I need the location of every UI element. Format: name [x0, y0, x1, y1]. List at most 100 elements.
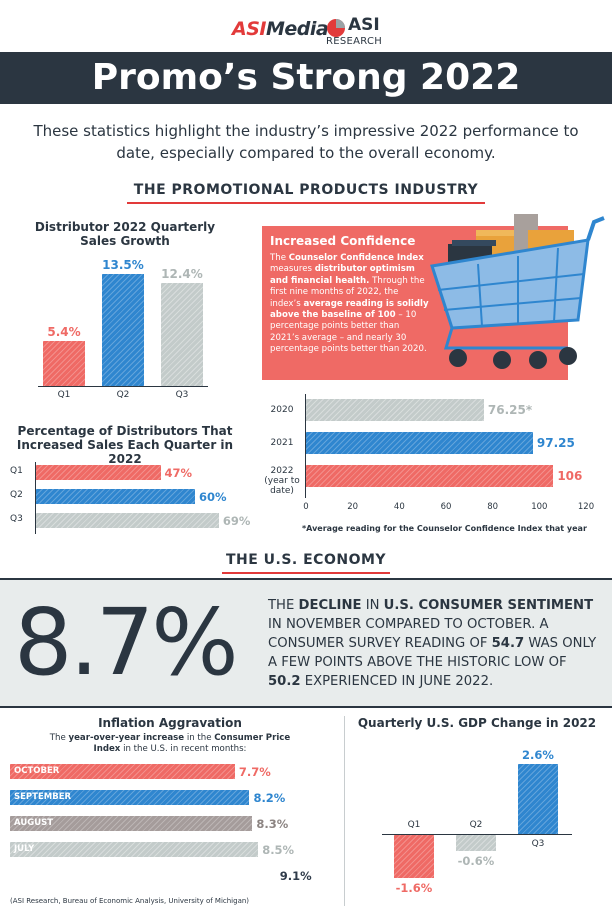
gdp-category: Q1	[407, 820, 421, 830]
distributors-value: 69%	[222, 514, 251, 528]
big-stat: 8.7%	[14, 589, 239, 696]
inflation-subtitle: The year-over-year increase in the Consu…	[40, 733, 300, 755]
sales-growth-value: 12.4%	[161, 267, 203, 282]
sales-growth-baseline	[38, 386, 208, 387]
gdp-title: Quarterly U.S. GDP Change in 2022	[357, 716, 597, 730]
confidence-tick-label: 40	[393, 502, 405, 512]
source-note: (ASI Research, Bureau of Economic Analys…	[10, 897, 250, 905]
confidence-category: 2020	[270, 405, 294, 415]
confidence-text-7: – 10 percentage points better than 2021’…	[270, 310, 427, 355]
confidence-value: 76.25*	[487, 403, 533, 417]
inflation-value: 9.1%	[279, 869, 312, 883]
inflation-sub-2: year-over-year increase	[68, 733, 185, 743]
distributors-increase-chart: Percentage of Distributors That Increase…	[10, 424, 250, 534]
sales-growth-plot: 5.4% Q1 13.5% Q2 12.4% Q3	[30, 256, 220, 406]
inflation-sub-3: in the	[184, 733, 215, 743]
confidence-title: Increased Confidence	[270, 234, 416, 248]
distributors-bar	[36, 465, 161, 480]
research-logo-mark	[327, 19, 345, 37]
statement-7: WAS ONLY A FEW POINTS ABOVE THE HISTORIC…	[268, 636, 597, 670]
sales-growth-bar	[161, 283, 203, 386]
gdp-category: Q3	[531, 839, 545, 849]
inflation-title: Inflation Aggravation	[98, 716, 242, 730]
economy-divider	[344, 716, 345, 906]
distributors-bar	[36, 513, 219, 528]
economy-section-title: THE U.S. ECONOMY	[0, 552, 612, 574]
distributors-increase-title: Percentage of Distributors That Increase…	[16, 424, 234, 466]
gdp-value: 2.6%	[522, 747, 554, 762]
inflation-bar	[10, 764, 235, 779]
sales-growth-chart: Distributor 2022 Quarterly Sales Growth …	[30, 220, 220, 410]
economy-statement: THE DECLINE IN U.S. CONSUMER SENTIMENT I…	[268, 596, 598, 691]
inflation-sub-5: in the U.S. in recent months:	[120, 744, 247, 754]
confidence-bar	[306, 399, 484, 421]
sales-growth-category: Q2	[116, 390, 130, 400]
inflation-value: 8.3%	[256, 817, 289, 831]
inflation-category: JUNE	[14, 870, 37, 880]
confidence-text-6: average reading is solidly above the bas…	[270, 298, 429, 321]
confidence-value: 106	[557, 469, 583, 483]
confidence-tick-label: 60	[440, 502, 452, 512]
statement-2: DECLINE	[298, 598, 362, 613]
confidence-text-3: measures	[270, 264, 315, 275]
economy-title-underline	[222, 572, 390, 574]
asi-media-logo: ASIMedia	[232, 18, 329, 40]
title-banner: Promo’s Strong 2022	[0, 52, 612, 104]
sales-growth-category: Q1	[57, 390, 71, 400]
economy-stat-panel: 8.7% THE DECLINE IN U.S. CONSUMER SENTIM…	[0, 578, 612, 708]
gdp-plot: -1.6% Q1 -0.6% Q2 2.6% Q3	[352, 744, 602, 904]
gdp-bar	[456, 835, 496, 852]
gdp-chart: Quarterly U.S. GDP Change in 2022 -1.6% Q…	[352, 714, 602, 904]
sales-growth-title: Distributor 2022 Quarterly Sales Growth	[34, 220, 216, 248]
inflation-sub-1: The	[49, 733, 69, 743]
distributors-value: 47%	[164, 466, 193, 480]
distributors-bar	[36, 489, 195, 504]
inflation-value: 8.5%	[262, 843, 295, 857]
gdp-value: -1.6%	[395, 881, 433, 896]
confidence-tick-label: 80	[487, 502, 499, 512]
inflation-sub-4: Consumer Price Index	[93, 733, 291, 754]
logo-bar: ASIMedia ASI RESEARCH	[0, 14, 612, 50]
confidence-tick-label: 20	[347, 502, 359, 512]
asi-research-logo: ASI RESEARCH	[326, 14, 386, 50]
sales-growth-bar	[102, 274, 144, 386]
sales-growth-value: 5.4%	[47, 325, 81, 340]
gdp-category: Q2	[469, 820, 483, 830]
confidence-tick-label: 120	[577, 502, 595, 512]
gdp-bar	[518, 763, 558, 834]
intro-text: These statistics highlight the industry’…	[33, 122, 579, 162]
inflation-chart: Inflation Aggravation The year-over-year…	[0, 714, 340, 914]
confidence-footnote: *Average reading for the Counselor Confi…	[302, 524, 587, 533]
inflation-category: AUGUST	[14, 818, 54, 828]
confidence-bar	[306, 432, 533, 454]
gdp-value: -0.6%	[457, 854, 495, 869]
industry-title-underline	[127, 202, 485, 204]
inflation-value: 7.7%	[238, 765, 271, 779]
confidence-tick-label: 0	[303, 502, 309, 512]
confidence-text-4: distributor optimism and financial healt…	[270, 264, 415, 286]
distributors-value: 60%	[199, 490, 227, 504]
sales-growth-category: Q3	[175, 390, 189, 400]
inflation-plot: OCTOBER 7.7% SEPTEMBER 8.2% AUGUST 8.3% JULY 8.…	[10, 764, 340, 892]
distributors-category: Q1	[10, 466, 23, 476]
confidence-text-2: Counselor Confidence Index	[288, 253, 424, 263]
statement-9: EXPERIENCED IN JUNE 2022.	[300, 674, 494, 689]
inflation-bar	[10, 816, 253, 831]
research-logo-top: ASI	[348, 15, 380, 35]
distributors-category: Q3	[10, 514, 23, 524]
distributors-increase-plot: Q1 47% Q2 60% Q3 69%	[10, 462, 251, 534]
inflation-bar	[10, 868, 276, 883]
confidence-value: 97.25	[536, 436, 575, 450]
sales-growth-value: 13.5%	[102, 258, 144, 272]
gdp-bar	[394, 835, 434, 879]
confidence-bar	[306, 465, 554, 487]
asi-logo-text: ASI	[232, 18, 266, 40]
shopping-cart-icon	[430, 214, 605, 369]
industry-section-heading: THE PROMOTIONAL PRODUCTS INDUSTRY	[133, 182, 479, 198]
economy-section-heading: THE U.S. ECONOMY	[225, 552, 387, 568]
statement-3: IN	[361, 598, 384, 613]
confidence-axis	[305, 394, 306, 498]
statement-4: U.S. CONSUMER SENTIMENT	[383, 598, 594, 613]
inflation-category: SEPTEMBER	[14, 792, 72, 802]
confidence-text: The Counselor Confidence Index measures …	[270, 253, 430, 356]
